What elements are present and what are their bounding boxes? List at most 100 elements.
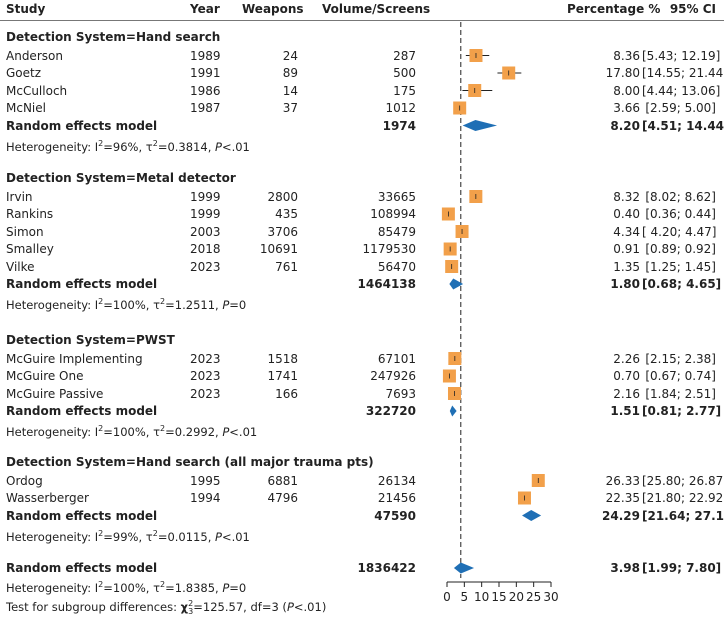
study-volume: 21456	[377, 491, 416, 505]
study-volume: 1012	[385, 101, 416, 115]
overall-heterogeneity-text: Heterogeneity: I2=100%, τ2=1.8385, P=0	[6, 580, 247, 595]
study-ci: [25.80; 26.87]	[642, 473, 724, 488]
summary-diamond	[449, 405, 457, 417]
summary-volume: 322720	[365, 404, 416, 418]
heterogeneity-text: Heterogeneity: I2=100%, τ2=1.2511, P=0	[6, 297, 247, 312]
x-tick-label: 0	[443, 590, 451, 604]
summary-volume: 1464138	[357, 277, 416, 291]
study-estimate: 8.36	[613, 48, 640, 63]
study-weapons: 89	[282, 66, 298, 80]
summary-estimate: 1.80	[610, 277, 640, 291]
study-ci: [0.89; 0.92]	[645, 242, 716, 256]
study-estimate: 8.00	[613, 83, 640, 98]
study-volume: 56470	[377, 259, 416, 274]
study-ci: [21.80; 22.92]	[642, 491, 724, 505]
study-weapons: 1518	[267, 351, 298, 366]
study-year: 1987	[190, 101, 221, 115]
overall-diamond	[453, 562, 475, 574]
summary-estimate: 1.51	[610, 404, 640, 418]
study-ci: [0.67; 0.74]	[645, 369, 716, 383]
study-name: Rankins	[6, 207, 54, 221]
header-volume: Volume/Screens	[322, 2, 431, 16]
study-volume: 247926	[370, 369, 416, 383]
header-percentage: Percentage %	[567, 2, 661, 16]
study-ci: [4.44; 13.06]	[642, 83, 721, 98]
header-year: Year	[190, 2, 220, 16]
study-year: 1986	[190, 83, 221, 98]
study-name: Wasserberger	[6, 491, 89, 505]
study-weapons: 166	[275, 386, 298, 401]
study-volume: 287	[393, 48, 416, 63]
overall-estimate: 3.98	[610, 561, 640, 575]
x-tick-label: 20	[509, 590, 524, 604]
summary-estimate: 8.20	[610, 118, 640, 133]
study-volume: 7693	[385, 386, 416, 401]
header-rule-top	[0, 20, 724, 21]
study-estimate: 0.70	[613, 369, 640, 383]
summary-diamond	[449, 278, 464, 290]
study-volume: 175	[393, 83, 416, 98]
study-ci: [0.36; 0.44]	[645, 207, 716, 221]
study-estimate: 22.35	[605, 491, 640, 505]
study-name: Smalley	[6, 242, 54, 256]
study-estimate: 0.91	[613, 242, 640, 256]
study-year: 1995	[190, 473, 221, 488]
study-name: Goetz	[6, 66, 42, 80]
study-weapons: 4796	[267, 491, 298, 505]
study-estimate: 2.26	[613, 351, 640, 366]
x-tick-label: 30	[543, 590, 558, 604]
study-ci: [14.55; 21.44]	[642, 66, 724, 80]
summary-ci: [4.51; 14.44]	[642, 118, 724, 133]
study-year: 1991	[190, 66, 221, 80]
study-weapons: 6881	[267, 473, 298, 488]
study-volume: 33665	[377, 189, 416, 204]
summary-estimate: 24.29	[602, 508, 640, 523]
study-estimate: 3.66	[613, 101, 640, 115]
study-volume: 108994	[370, 207, 416, 221]
study-weapons: 24	[282, 48, 298, 63]
study-weapons: 37	[282, 101, 298, 115]
summary-ci: [0.81; 2.77]	[642, 404, 722, 418]
study-estimate: 26.33	[605, 473, 640, 488]
summary-label: Random effects model	[6, 508, 158, 523]
study-name: Vilke	[6, 259, 35, 274]
summary-ci: [0.68; 4.65]	[642, 277, 722, 291]
heterogeneity-text: Heterogeneity: I2=100%, τ2=0.2992, P<.01	[6, 424, 258, 439]
study-volume: 500	[393, 66, 416, 80]
subgroup-test-text: Test for subgroup differences: χ23=125.5…	[6, 599, 327, 617]
study-name: McGuire Passive	[6, 386, 104, 401]
study-ci: [1.84; 2.51]	[645, 386, 716, 401]
study-year: 2018	[190, 242, 221, 256]
study-year: 2023	[190, 386, 221, 401]
group-title: Detection System=Hand search (all major …	[6, 455, 374, 469]
study-year: 2003	[190, 224, 221, 239]
summary-volume: 1974	[382, 118, 416, 133]
study-ci: [5.43; 12.19]	[642, 48, 721, 63]
study-year: 2023	[190, 369, 221, 383]
overall-volume: 1836422	[357, 561, 416, 575]
study-volume: 1179530	[362, 242, 416, 256]
study-volume: 85479	[377, 224, 416, 239]
header-weapons: Weapons	[242, 2, 304, 16]
study-volume: 26134	[377, 473, 416, 488]
heterogeneity-text: Heterogeneity: I2=96%, τ2=0.3814, P<.01	[6, 138, 250, 154]
study-ci: [2.59; 5.00]	[645, 101, 716, 115]
summary-label: Random effects model	[6, 404, 158, 418]
study-year: 1994	[190, 491, 221, 505]
summary-volume: 47590	[374, 508, 416, 523]
study-estimate: 8.32	[613, 189, 640, 204]
study-estimate: 4.34	[613, 224, 640, 239]
study-weapons: 3706	[267, 224, 298, 239]
study-estimate: 17.80	[605, 66, 640, 80]
study-estimate: 1.35	[613, 259, 640, 274]
summary-diamond	[522, 510, 542, 521]
study-weapons: 761	[275, 259, 298, 274]
x-tick-label: 10	[474, 590, 489, 604]
study-weapons: 435	[275, 207, 298, 221]
study-name: Ordog	[6, 473, 43, 488]
study-volume: 67101	[377, 351, 416, 366]
summary-ci: [21.64; 27.15]	[642, 508, 724, 523]
group-title: Detection System=Hand search	[6, 30, 221, 44]
study-weapons: 1741	[267, 369, 298, 383]
